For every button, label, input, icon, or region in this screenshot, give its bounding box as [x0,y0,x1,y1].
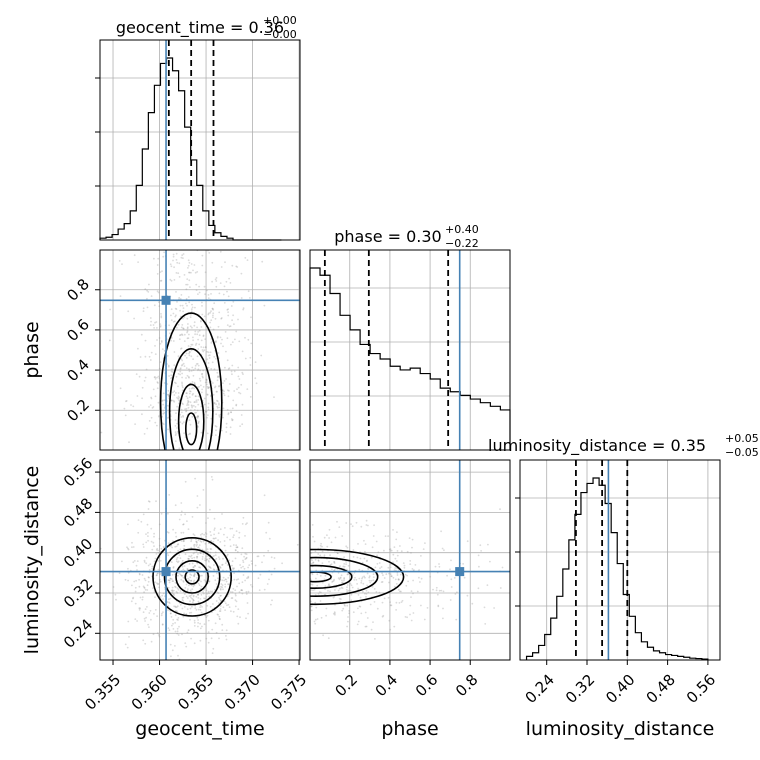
density-phase-vs-geocent-time-layer [100,250,275,450]
xtick-label-luminosity-distance: 0.24 [522,671,558,707]
density-phase-vs-geocent-time-contour-0 [185,412,198,446]
ytick-label-luminosity-distance: 0.56 [60,454,96,490]
density-luminosity-distance-vs-geocent-time-contour-3 [152,537,232,617]
ytick-label-phase: 0.4 [63,355,93,385]
density-luminosity-distance-vs-phase-truth-marker [455,567,465,577]
title-phase: phase = 0.30 [334,227,441,246]
ytick-label-phase: 0.6 [63,315,93,345]
hist-geocent-time-grid [100,40,300,240]
density-luminosity-distance-vs-phase-contour-1 [310,564,353,589]
xlabel-geocent-time: geocent_time [135,718,264,740]
density-luminosity-distance-vs-geocent-time-truth-marker [161,567,171,577]
xtick-label-phase: 0.6 [412,671,442,701]
density-luminosity-distance-vs-phase-contour-2 [310,556,379,597]
density-luminosity-distance-vs-geocent-time-contour-0 [184,569,200,585]
density-phase-vs-geocent-time-contour-2 [168,348,214,450]
density-luminosity-distance-vs-phase-contour-0 [310,571,332,583]
density-luminosity-distance-vs-geocent-time-contour-1 [175,560,210,594]
hist-geocent-time-steps [99,57,282,241]
title-luminosity-distance-minus: −0.05 [725,446,759,459]
ytick-label-phase: 0.8 [63,275,93,305]
title-luminosity-distance: luminosity_distance = 0.35 [488,436,706,456]
title-phase-minus: −0.22 [445,237,479,250]
ytick-label-luminosity-distance: 0.32 [60,575,96,611]
hist-phase-frame [309,249,511,451]
title-phase-plus: +0.40 [445,223,479,236]
title-geocent-time-minus: −0.00 [263,28,297,41]
xtick-label-geocent-time: 0.355 [81,671,124,714]
density-luminosity-distance-vs-phase-frame [309,459,511,661]
xtick-label-luminosity-distance: 0.32 [562,671,598,707]
xtick-label-luminosity-distance: 0.56 [683,671,719,707]
density-luminosity-distance-vs-geocent-time-frame [99,459,301,661]
ytick-label-luminosity-distance: 0.48 [60,494,96,530]
density-luminosity-distance-vs-phase-layer [310,508,504,640]
xtick-label-geocent-time: 0.370 [221,671,264,714]
density-luminosity-distance-vs-geocent-time-grid [100,460,300,660]
ytick-label-luminosity-distance: 0.40 [60,535,96,571]
hist-luminosity-distance-grid [520,460,720,660]
hist-luminosity-distance-steps [525,477,709,660]
title-geocent-time-plus: +0.00 [263,14,297,27]
xtick-label-phase: 0.4 [372,671,402,701]
xtick-label-geocent-time: 0.375 [267,671,310,714]
density-phase-vs-geocent-time-frame [99,249,301,451]
xtick-label-phase: 0.8 [452,671,482,701]
xlabel-luminosity-distance: luminosity_distance [526,718,715,740]
hist-geocent-time-frame [99,39,301,241]
xtick-label-luminosity-distance: 0.48 [643,671,679,707]
title-luminosity-distance-plus: +0.05 [725,432,759,445]
hist-phase-grid [310,250,510,450]
xtick-label-geocent-time: 0.365 [174,671,217,714]
density-phase-vs-geocent-time-truth-marker [161,295,171,305]
title-geocent-time: geocent_time = 0.36 [116,18,284,38]
hist-phase-steps [309,267,511,450]
density-phase-vs-geocent-time-grid [100,250,300,450]
density-luminosity-distance-vs-phase-contour-3 [310,548,405,606]
ytick-label-phase: 0.2 [63,396,93,426]
ytick-label-luminosity-distance: 0.24 [60,615,96,651]
xtick-label-geocent-time: 0.360 [128,671,171,714]
hist-luminosity-distance-frame [519,459,721,661]
density-phase-vs-geocent-time-contour-3 [159,312,223,450]
ylabel-phase: phase [21,321,43,378]
xlabel-phase: phase [381,718,438,740]
density-luminosity-distance-vs-geocent-time-contour-2 [163,548,221,606]
density-phase-vs-geocent-time-contour-1 [177,383,205,450]
xtick-label-luminosity-distance: 0.40 [602,671,638,707]
ylabel-luminosity-distance: luminosity_distance [21,466,43,655]
xtick-label-phase: 0.2 [331,671,361,701]
